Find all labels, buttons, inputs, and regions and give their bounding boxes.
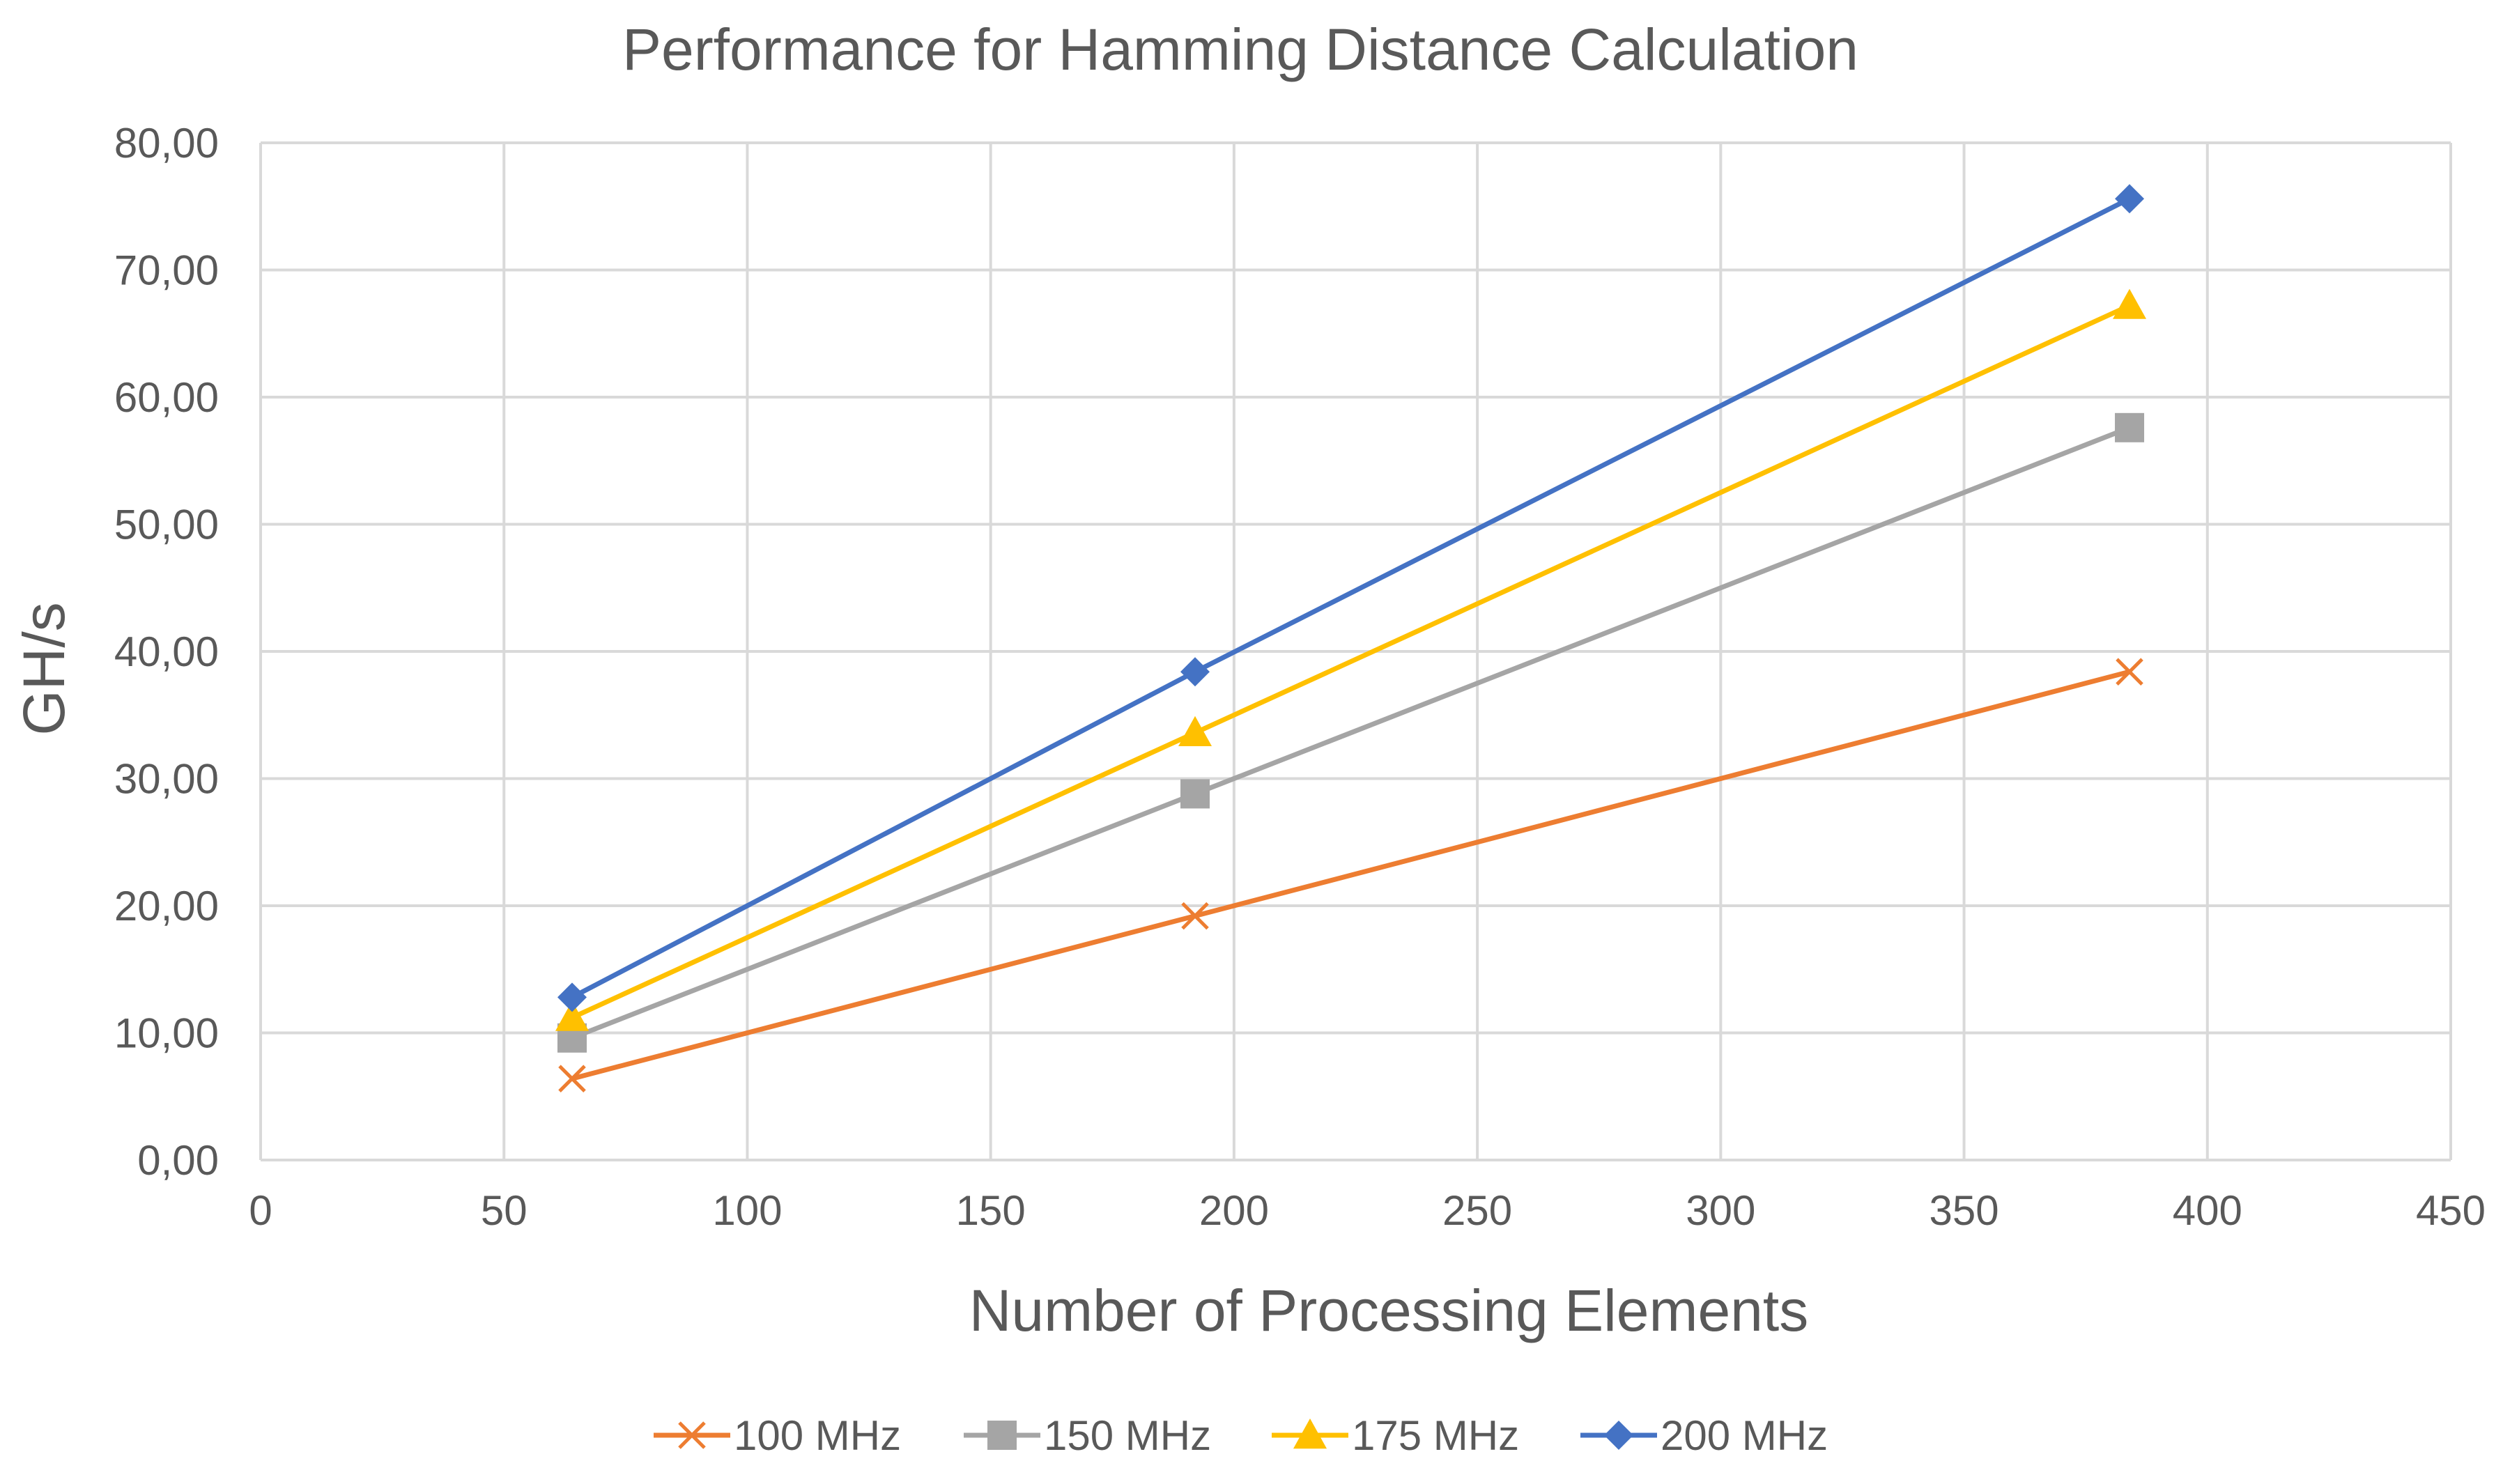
- series-line: [571, 303, 2131, 1020]
- legend-entry: 200 MHz: [1580, 1412, 1828, 1459]
- legend-label: 175 MHz: [1352, 1412, 1519, 1459]
- legend-marker: [1604, 1421, 1633, 1450]
- x-tick-label: 100: [712, 1187, 782, 1234]
- x-tick-label: 400: [2173, 1187, 2242, 1234]
- y-axis-ticks: 0,00 10,00 20,00 30,00 40,00 50,00 60,00 70,00 8…: [114, 120, 219, 1184]
- x-axis-ticks: 0 50 100 150 200 250 300 350 400 450: [249, 1187, 2486, 1234]
- series-150-mhz: [557, 412, 2145, 1053]
- x-tick-label: 150: [956, 1187, 1026, 1234]
- data-point: [2116, 658, 2143, 686]
- x-tick-label: 0: [249, 1187, 272, 1234]
- data-point: [558, 1065, 586, 1092]
- x-tick-label: 200: [1199, 1187, 1269, 1234]
- legend-marker: [987, 1421, 1017, 1450]
- data-point: [1181, 902, 1209, 930]
- y-tick-label: 20,00: [114, 883, 219, 929]
- y-axis-title: GH/s: [11, 602, 77, 735]
- y-tick-label: 30,00: [114, 756, 219, 803]
- x-tick-label: 350: [1930, 1187, 1999, 1234]
- data-point: [2113, 288, 2147, 319]
- y-tick-label: 10,00: [114, 1010, 219, 1057]
- legend-entry: 150 MHz: [964, 1412, 1211, 1459]
- data-point: [1178, 716, 1212, 746]
- data-point: [555, 1000, 590, 1031]
- x-tick-label: 450: [2416, 1187, 2486, 1234]
- data-point: [2115, 412, 2145, 442]
- legend-label: 150 MHz: [1044, 1412, 1211, 1459]
- series-175-mhz: [555, 288, 2147, 1031]
- series-200-mhz: [557, 184, 2145, 1012]
- legend-entry: 100 MHz: [654, 1412, 901, 1459]
- x-tick-label: 300: [1686, 1187, 1755, 1234]
- y-tick-label: 60,00: [114, 374, 219, 421]
- legend-marker: [1293, 1419, 1327, 1449]
- legend-label: 100 MHz: [734, 1412, 901, 1459]
- y-tick-label: 50,00: [114, 502, 219, 548]
- legend-entry: 175 MHz: [1272, 1412, 1519, 1459]
- legend-marker: [678, 1421, 706, 1449]
- y-tick-label: 80,00: [114, 120, 219, 167]
- x-tick-label: 250: [1442, 1187, 1512, 1234]
- legend-label: 200 MHz: [1661, 1412, 1828, 1459]
- y-tick-label: 40,00: [114, 628, 219, 675]
- y-tick-label: 0,00: [137, 1137, 219, 1184]
- data-point: [557, 982, 587, 1012]
- legend: 100 MHz 150 MHz 175 MHz 200 MHz: [654, 1412, 1828, 1459]
- data-point: [1180, 657, 1210, 687]
- x-tick-label: 50: [481, 1187, 527, 1234]
- data-point: [1180, 779, 1210, 809]
- data-point: [2115, 184, 2145, 214]
- series-lines: [555, 184, 2147, 1092]
- x-axis-title: Number of Processing Elements: [969, 1278, 1809, 1343]
- chart-title: Performance for Hamming Distance Calcula…: [622, 17, 1858, 82]
- series-100-mhz: [558, 658, 2143, 1092]
- y-tick-label: 70,00: [114, 247, 219, 294]
